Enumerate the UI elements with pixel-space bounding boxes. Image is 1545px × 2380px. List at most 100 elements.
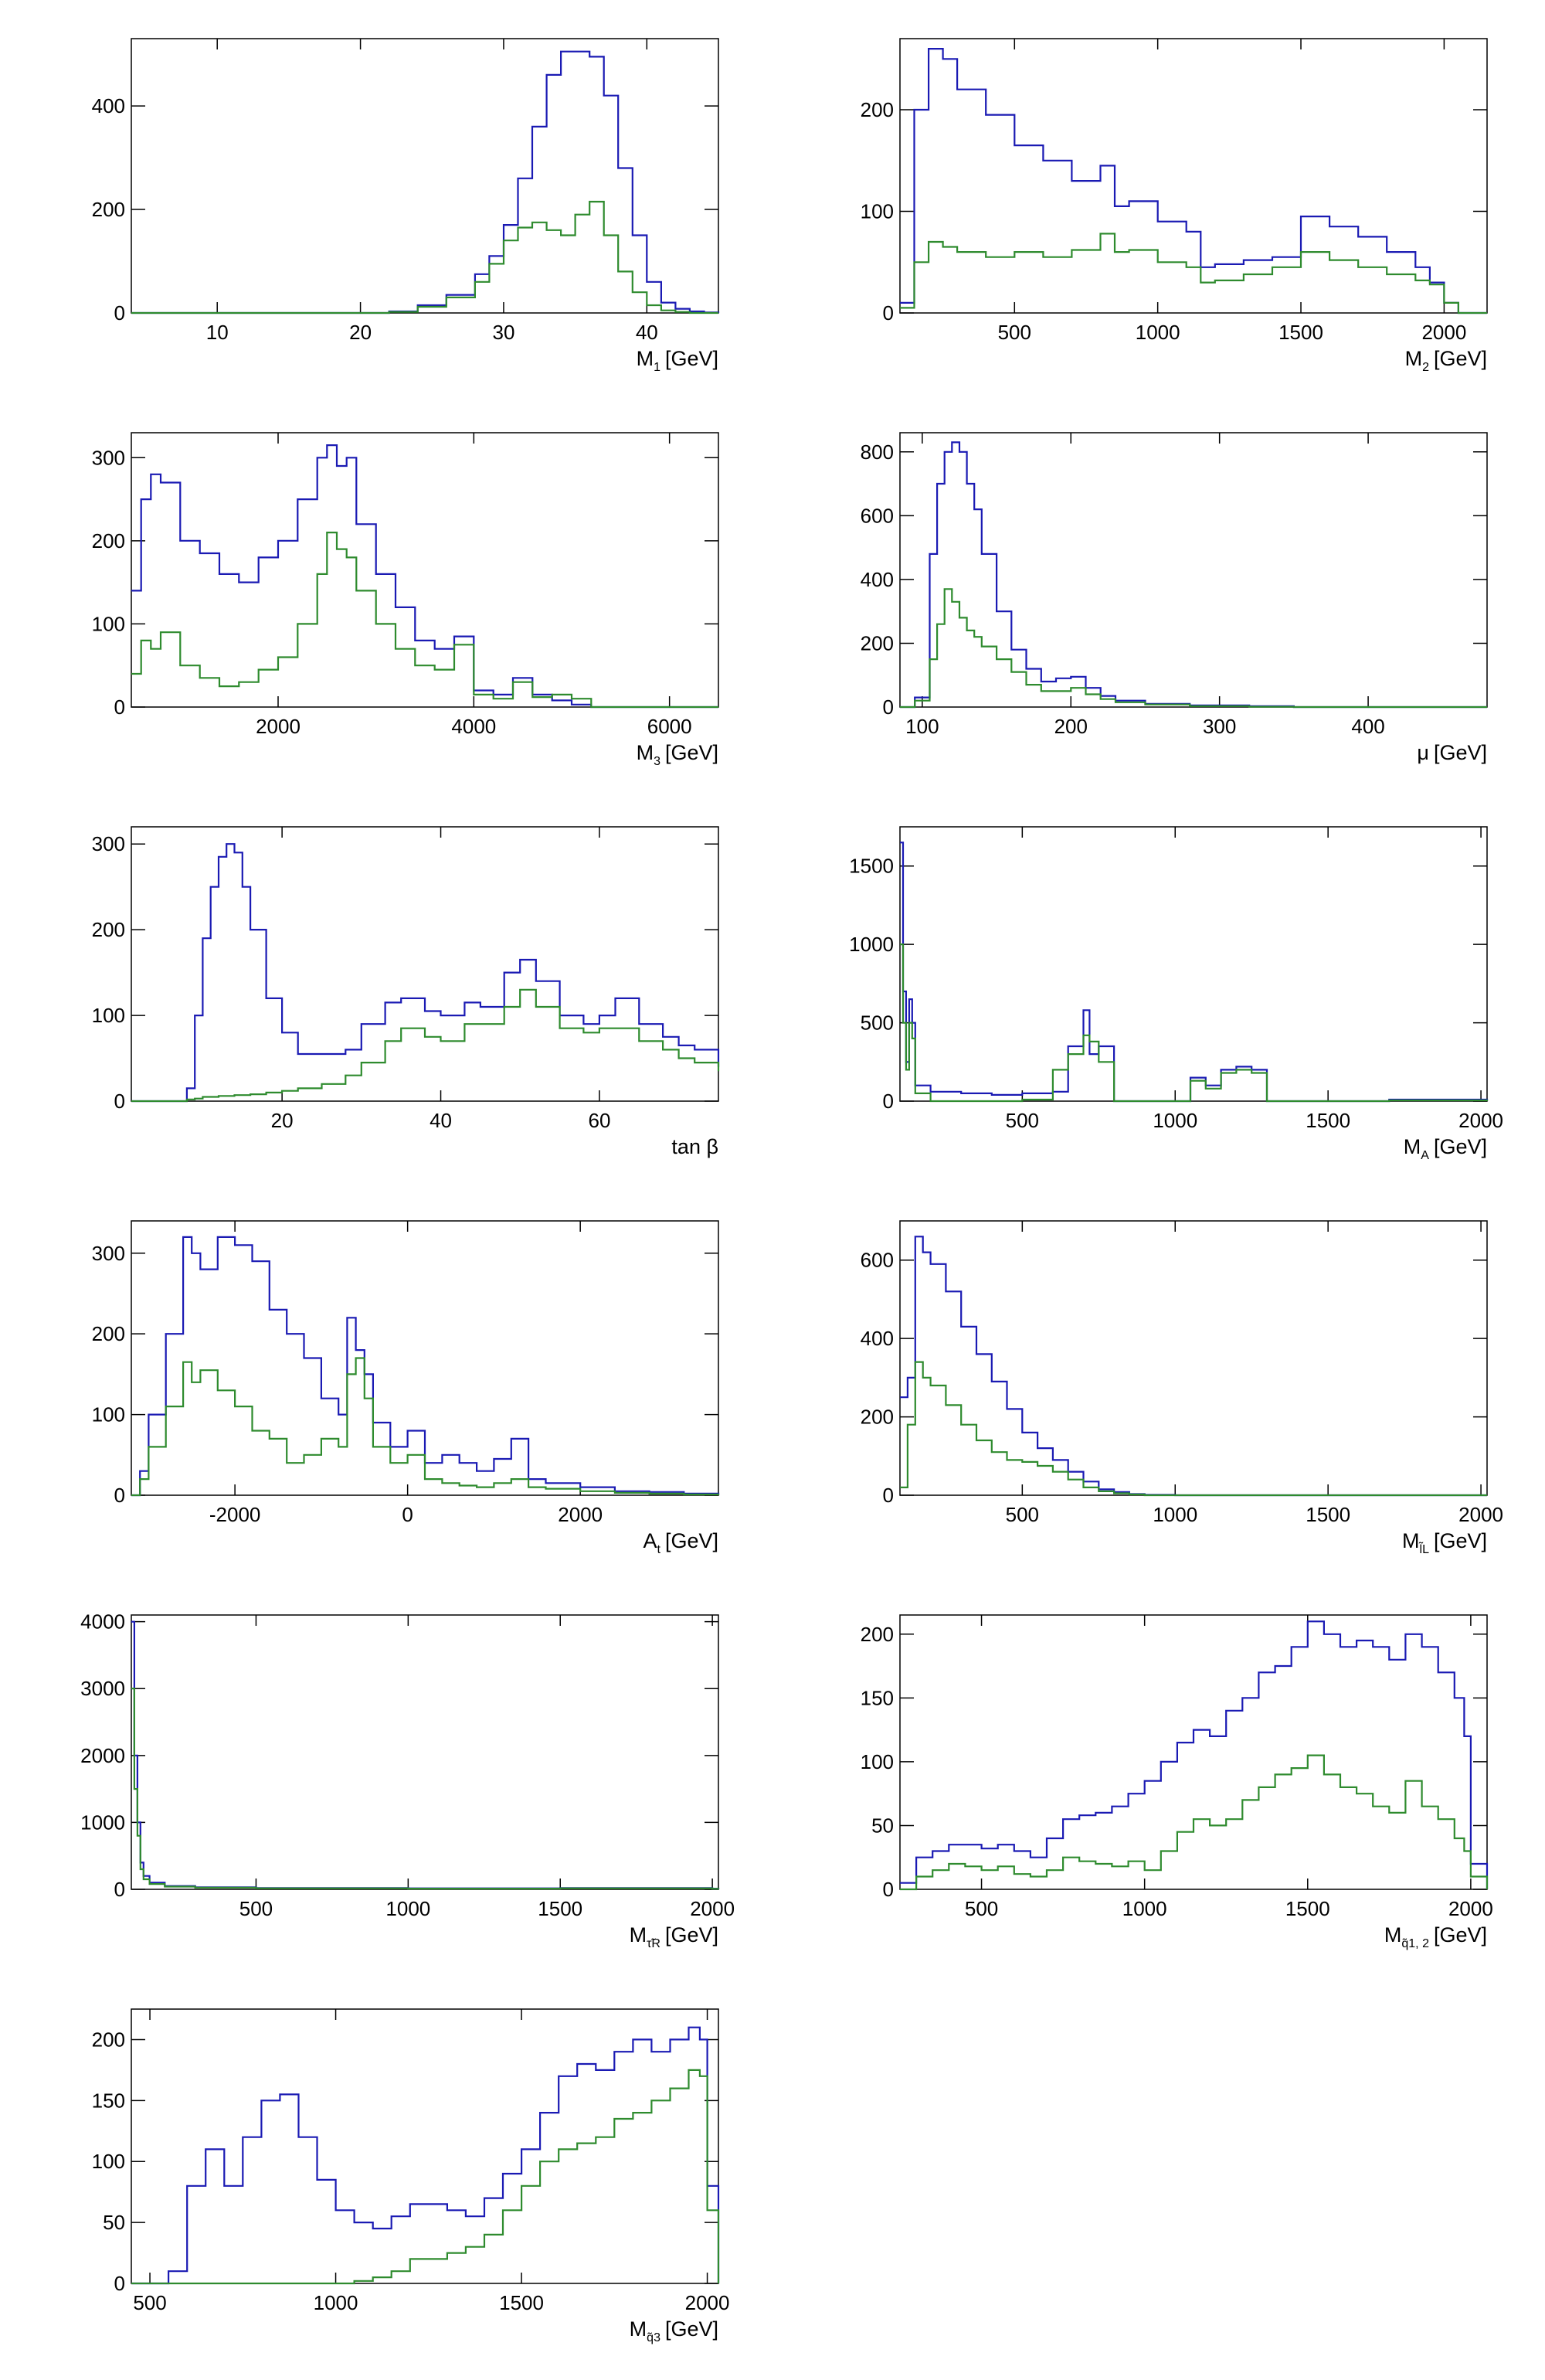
x-tick-label: 500 (133, 2291, 166, 2314)
x-tick-label: 0 (402, 1503, 413, 1526)
histogram-at: -2000 0 2000 0 100 200 300 At [GeV] (62, 1213, 757, 1569)
x-axis-subscript: 2 (1422, 361, 1429, 374)
x-tick-label: 300 (1203, 715, 1236, 738)
x-axis-subscript: t (657, 1543, 661, 1556)
y-tick-label: 200 (861, 631, 894, 654)
y-tick-label: 1000 (849, 933, 894, 956)
plot-frame (131, 38, 719, 314)
x-axis-title: M2 [GeV] (1405, 347, 1487, 374)
x-tick-label: 40 (430, 1109, 452, 1132)
x-axis-title: M1 [GeV] (637, 347, 718, 374)
y-tick-label: 1500 (849, 855, 894, 878)
y-tick-label: 0 (114, 695, 125, 719)
y-tick-label: 100 (92, 612, 125, 635)
x-axis-subscript: τ̃R (647, 1937, 660, 1950)
y-tick-label: 400 (92, 94, 125, 117)
histogram-tanbeta: 20 40 60 0 100 200 300 tan β (62, 819, 757, 1175)
y-tick-label: 300 (92, 446, 125, 469)
y-tick-label: 50 (103, 2211, 125, 2234)
series-line-blue (131, 50, 720, 314)
x-tick-label: 2000 (1421, 321, 1466, 344)
y-tick-label: 100 (92, 2150, 125, 2173)
x-tick-label: 2000 (1448, 1897, 1493, 1920)
x-tick-label: 20 (349, 321, 372, 344)
x-axis-unit: [GeV] (1434, 347, 1487, 370)
x-tick-label: 2000 (1458, 1109, 1503, 1132)
x-axis-subscript: q̃3 (647, 2331, 660, 2344)
series-line-green (900, 233, 1487, 314)
y-tick-label: 200 (92, 529, 125, 552)
y-tick-label: 600 (861, 1249, 894, 1272)
series-line-green (131, 1357, 720, 1497)
x-tick-label: 30 (492, 321, 514, 344)
y-tick-label: 400 (861, 1327, 894, 1350)
y-tick-label: 100 (92, 1004, 125, 1027)
y-tick-label: 0 (883, 1878, 894, 1901)
series-line-green (131, 2069, 720, 2285)
x-axis-unit: [GeV] (665, 741, 718, 764)
x-axis-title: μ [GeV] (1417, 741, 1487, 764)
series-line-blue (131, 444, 718, 709)
y-tick-label: 300 (92, 832, 125, 855)
plot-frame (899, 1614, 1488, 1890)
y-tick-label: 100 (861, 1750, 894, 1773)
x-axis-subscript: l̃L (1418, 1541, 1429, 1556)
x-tick-label: 1000 (314, 2291, 358, 2314)
x-tick-label: 500 (1006, 1503, 1039, 1526)
series-line-blue (131, 1620, 720, 1890)
y-tick-label: 100 (861, 200, 894, 223)
series-line-green (131, 532, 718, 709)
x-tick-label: 1500 (1278, 321, 1323, 344)
y-tick-label: 1000 (80, 1810, 125, 1834)
y-tick-label: 0 (883, 1090, 894, 1113)
x-axis-subscript: q̃1, 2 (1401, 1937, 1429, 1950)
x-axis-unit: [GeV] (1434, 1135, 1487, 1158)
x-tick-label: 2000 (256, 715, 301, 738)
x-axis-unit: [GeV] (665, 347, 718, 370)
series-line-green (131, 1688, 720, 1890)
x-axis-symbol: A (643, 1529, 657, 1552)
x-tick-label: 1000 (385, 1897, 430, 1920)
plot-frame (899, 1220, 1488, 1496)
x-axis-unit: [GeV] (1434, 1923, 1487, 1946)
series-line-blue (131, 843, 720, 1103)
x-axis-symbol: M (630, 2317, 647, 2341)
y-tick-label: 2000 (80, 1744, 125, 1767)
x-tick-label: 4000 (451, 715, 496, 738)
x-tick-label: 1500 (1285, 1897, 1330, 1920)
x-tick-label: 200 (1054, 715, 1088, 738)
x-axis-symbol: M (1402, 1529, 1420, 1552)
y-tick-label: 0 (114, 2272, 125, 2295)
x-tick-label: 1000 (1153, 1503, 1197, 1526)
x-axis-symbol: M (637, 347, 654, 370)
plot-frame (899, 826, 1488, 1102)
x-axis-title: Mq̃1, 2 [GeV] (1384, 1923, 1487, 1950)
y-tick-label: 4000 (80, 1610, 125, 1634)
x-tick-label: -2000 (209, 1503, 261, 1526)
x-axis-subscript: A (1421, 1149, 1429, 1162)
x-tick-label: 1500 (499, 2291, 544, 2314)
x-tick-label: 400 (1351, 715, 1384, 738)
y-tick-label: 0 (114, 1484, 125, 1507)
x-axis-title: At [GeV] (643, 1529, 719, 1556)
histogram-m-squark-3: 500 1000 1500 2000 0 50 100 150 200 Mq̃3 [GeV] (62, 2001, 757, 2357)
x-axis-symbol: M (1384, 1923, 1402, 1946)
x-axis-symbol: μ (1417, 741, 1429, 764)
plot-frame (131, 2008, 719, 2284)
x-tick-label: 500 (998, 321, 1031, 344)
series-line-green (131, 200, 718, 314)
series-line-green (131, 988, 720, 1103)
x-axis-symbol: M (630, 1923, 647, 1946)
histogram-m1: 10 20 30 40 0 200 400 M1 [GeV] (62, 31, 757, 386)
y-tick-label: 0 (883, 301, 894, 325)
series-line-blue (900, 1236, 1487, 1497)
plot-frame (899, 38, 1488, 314)
x-tick-label: 1500 (1306, 1503, 1350, 1526)
y-tick-label: 100 (92, 1403, 125, 1426)
y-tick-label: 200 (92, 198, 125, 221)
y-tick-label: 200 (92, 918, 125, 941)
y-tick-label: 400 (861, 568, 894, 591)
x-axis-unit: [GeV] (665, 2317, 718, 2341)
x-tick-label: 1500 (538, 1897, 582, 1920)
y-tick-label: 3000 (80, 1677, 125, 1700)
